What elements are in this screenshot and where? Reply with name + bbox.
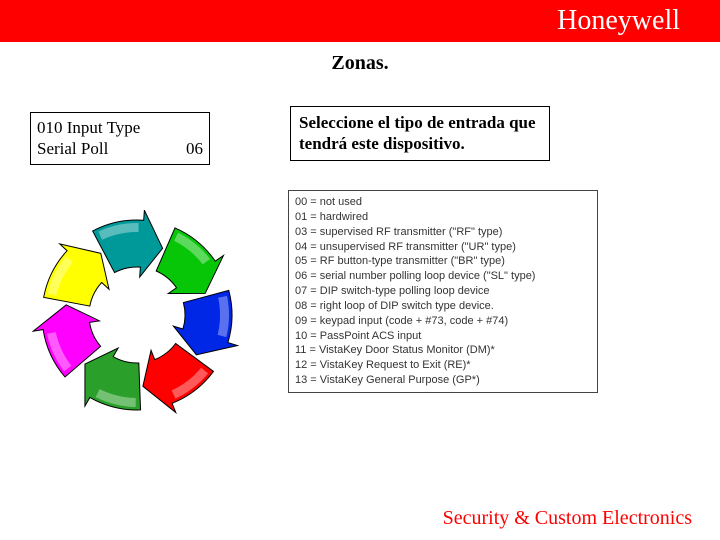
input-line-1: 010 Input Type xyxy=(37,117,203,138)
code-item: 00 = not used xyxy=(295,195,591,210)
code-item: 03 = supervised RF transmitter ("RF" typ… xyxy=(295,225,591,240)
cycle-wheel-diagram xyxy=(32,210,242,420)
input-line-2: Serial Poll 06 xyxy=(37,138,203,159)
code-item: 13 = VistaKey General Purpose (GP*) xyxy=(295,373,591,388)
code-item: 08 = right loop of DIP switch type devic… xyxy=(295,299,591,314)
code-item: 09 = keypad input (code + #73, code + #7… xyxy=(295,314,591,329)
code-item: 06 = serial number polling loop device (… xyxy=(295,269,591,284)
input-type-code-list: 00 = not used01 = hardwired03 = supervis… xyxy=(288,190,598,393)
input-value: 06 xyxy=(186,138,203,159)
brand-header: Honeywell xyxy=(0,0,720,42)
code-item: 07 = DIP switch-type polling loop device xyxy=(295,284,591,299)
brand-text: Honeywell xyxy=(557,5,680,37)
wheel-arrow xyxy=(156,228,223,294)
wheel-arrow xyxy=(44,244,109,306)
page-title: Zonas. xyxy=(0,52,720,75)
code-item: 04 = unsupervised RF transmitter ("UR" t… xyxy=(295,240,591,255)
description-box: Seleccione el tipo de entrada que tendrá… xyxy=(290,106,550,161)
footer-text: Security & Custom Electronics xyxy=(443,507,692,530)
code-item: 05 = RF button-type transmitter ("BR" ty… xyxy=(295,254,591,269)
code-item: 12 = VistaKey Request to Exit (RE)* xyxy=(295,358,591,373)
code-item: 10 = PassPoint ACS input xyxy=(295,329,591,344)
code-item: 01 = hardwired xyxy=(295,210,591,225)
code-item: 11 = VistaKey Door Status Monitor (DM)* xyxy=(295,343,591,358)
input-label: Serial Poll xyxy=(37,138,108,159)
input-type-box: 010 Input Type Serial Poll 06 xyxy=(30,112,210,165)
